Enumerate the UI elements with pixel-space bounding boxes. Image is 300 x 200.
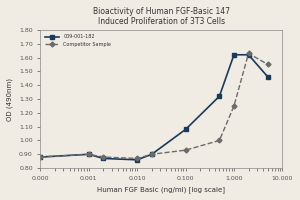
Legend: 009-001-182, Competitor Sample: 009-001-182, Competitor Sample	[43, 32, 113, 49]
009-001-182	[102, 157, 105, 160]
009-001-182	[218, 95, 221, 97]
009-001-182	[184, 128, 188, 131]
Line: 009-001-182: 009-001-182	[38, 53, 270, 162]
Competitor Sample	[266, 63, 270, 66]
009-001-182	[266, 76, 270, 78]
Y-axis label: OD (490nm): OD (490nm)	[7, 78, 14, 121]
009-001-182	[135, 159, 139, 161]
009-001-182	[87, 153, 91, 155]
Competitor Sample	[150, 153, 154, 155]
Line: Competitor Sample: Competitor Sample	[39, 52, 269, 160]
009-001-182	[150, 153, 154, 155]
Competitor Sample	[184, 149, 188, 151]
Competitor Sample	[135, 157, 139, 160]
Competitor Sample	[87, 153, 91, 155]
Competitor Sample	[102, 156, 105, 158]
Title: Bioactivity of Human FGF-Basic 147
Induced Proliferation of 3T3 Cells: Bioactivity of Human FGF-Basic 147 Induc…	[93, 7, 230, 26]
Competitor Sample	[232, 105, 236, 107]
009-001-182	[39, 156, 42, 158]
Competitor Sample	[247, 52, 250, 55]
Competitor Sample	[218, 139, 221, 142]
009-001-182	[247, 54, 250, 56]
X-axis label: Human FGF Basic (ng/ml) [log scale]: Human FGF Basic (ng/ml) [log scale]	[98, 186, 225, 193]
009-001-182	[232, 54, 236, 56]
Competitor Sample	[39, 156, 42, 158]
